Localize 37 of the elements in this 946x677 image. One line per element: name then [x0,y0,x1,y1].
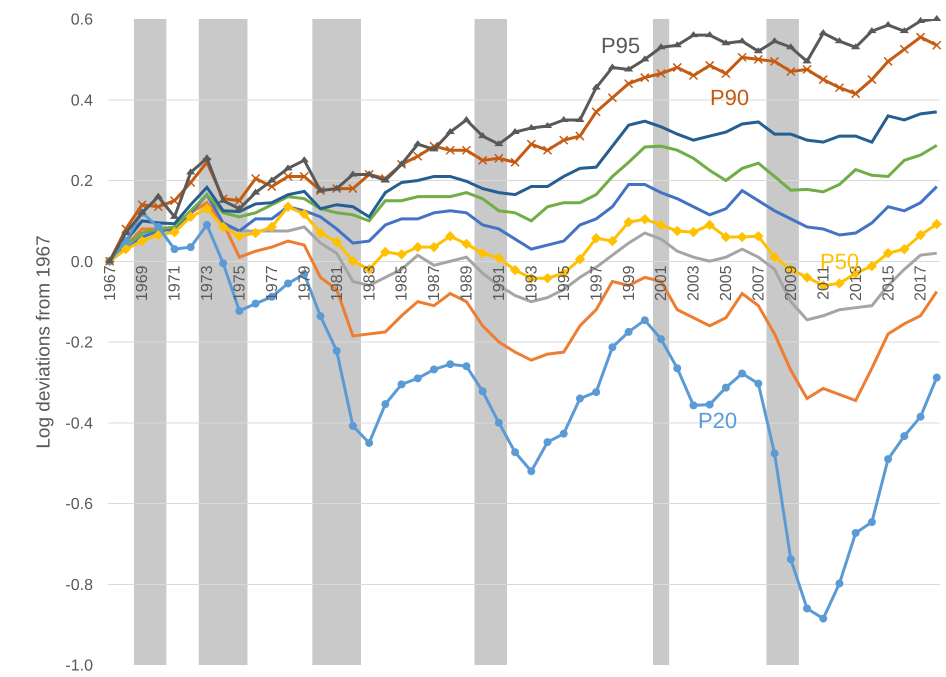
x-tick-label: 1977 [264,265,282,302]
series-label: P90 [710,85,750,110]
series-label: P20 [698,408,738,433]
y-tick-label: 0.4 [70,92,94,110]
x-tick-label: 1999 [620,265,638,302]
y-tick-label: 0.6 [70,12,94,29]
y-axis-title: Log deviations from 1967 [33,235,54,449]
x-tick-label: 2005 [718,265,736,302]
x-tick-label: 1975 [232,265,249,302]
x-tick-label: 1985 [394,265,411,302]
x-tick-label: 2003 [686,265,703,302]
x-tick-label: 1991 [491,265,508,302]
x-tick-label: 1981 [328,265,346,302]
x-tick-label: 2001 [653,265,670,302]
y-tick-label: -0.4 [65,415,94,432]
x-tick-label: 1973 [199,265,216,302]
x-tick-label: 2017 [912,265,930,302]
y-tick-label: -0.2 [65,334,94,352]
x-tick-label: 1995 [556,265,573,302]
y-tick-label: 0.2 [70,173,94,190]
x-tick-label: 1979 [296,265,314,302]
y-tick-label: 0.0 [70,254,94,271]
y-tick-label: -0.8 [65,576,94,594]
x-tick-label: 1983 [361,265,378,302]
x-tick-label: 2009 [782,265,800,302]
y-tick-label: -1.0 [65,658,94,675]
series-label: P95 [601,33,640,58]
x-tick-label: 1967 [102,265,119,302]
x-tick-label: 1971 [166,265,184,302]
x-tick-label: 2015 [880,265,898,302]
y-tick-label: -0.6 [65,496,94,514]
x-tick-label: 1997 [588,265,606,302]
x-tick-label: 2007 [750,265,768,302]
x-tick-label: 1993 [524,265,540,302]
x-tick-label: 1989 [458,265,476,302]
x-tick-label: 1969 [134,265,152,302]
x-tick-label: 1987 [426,265,444,302]
